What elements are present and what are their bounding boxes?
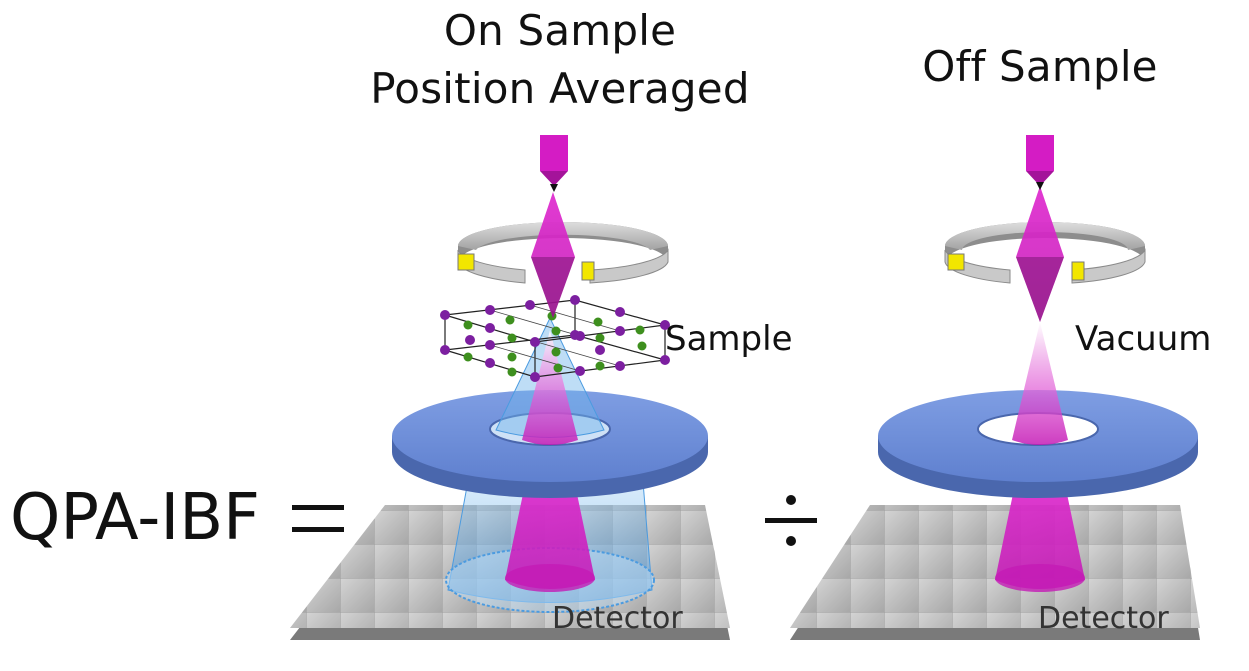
equals-sign <box>292 505 344 532</box>
on-sample-apparatus <box>290 135 730 640</box>
pole-piece-left-1 <box>457 253 475 271</box>
title-off-sample: Off Sample <box>922 42 1158 91</box>
condenser-lens-left <box>458 222 668 262</box>
label-detector-left: Detector <box>552 601 683 636</box>
annular-detector-right <box>878 390 1198 498</box>
divide-sign <box>765 495 817 546</box>
crystal-sample <box>440 295 670 382</box>
beam-lower-left <box>505 470 595 589</box>
title-on-sample: On Sample <box>443 6 677 55</box>
equation-lhs: QPA-IBF <box>10 481 260 555</box>
pole-piece-right-1 <box>947 253 965 271</box>
label-detector-right: Detector <box>1038 601 1169 636</box>
label-sample: Sample <box>665 319 793 359</box>
electron-source-left <box>540 135 568 192</box>
lens-front-left <box>457 248 669 284</box>
annular-detector-left <box>392 390 708 498</box>
off-sample-apparatus <box>790 135 1200 640</box>
label-vacuum: Vacuum <box>1075 319 1212 359</box>
pole-piece-left-2 <box>581 261 595 281</box>
beam-upper-left <box>531 192 575 318</box>
condenser-lens-right <box>945 222 1145 262</box>
beam-cone-right <box>1012 322 1068 445</box>
beam-upper-right <box>1016 186 1064 322</box>
title-position-averaged: Position Averaged <box>370 64 750 113</box>
lens-front-right <box>944 248 1146 284</box>
beam-cone-left <box>522 330 578 445</box>
electron-source-right <box>1026 135 1054 190</box>
pole-piece-right-2 <box>1071 261 1085 281</box>
beam-lower-right <box>995 470 1085 589</box>
detector-plate-right <box>790 505 1200 640</box>
